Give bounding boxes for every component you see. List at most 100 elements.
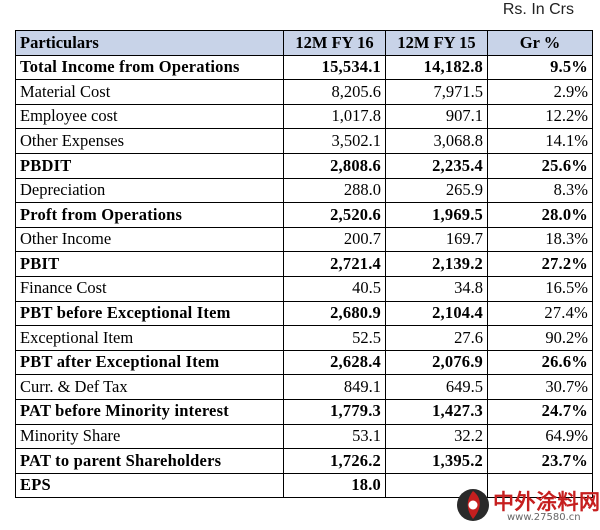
row-label: PBT after Exceptional Item <box>15 349 284 376</box>
cell-fy16: 40.5 <box>283 275 386 302</box>
table-header-row: Particulars 12M FY 16 12M FY 15 Gr % <box>15 30 593 56</box>
cell-fy16: 52.5 <box>283 325 386 351</box>
table-row: Total Income from Operations 15,534.1 14,1… <box>15 54 593 81</box>
cell-growth: 18.3% <box>487 226 593 253</box>
cell-growth: 27.4% <box>487 300 593 327</box>
cell-fy16: 53.1 <box>283 423 386 450</box>
cell-growth: 30.7% <box>487 374 593 400</box>
cell-fy16: 288.0 <box>283 177 386 204</box>
cell-fy15: 169.7 <box>385 226 488 253</box>
cell-growth: 25.6% <box>487 152 593 179</box>
row-label: Depreciation <box>15 177 284 204</box>
table-row: Curr. & Def Tax 849.1 649.5 30.7% <box>15 374 593 400</box>
cell-fy16: 2,808.6 <box>283 152 386 179</box>
table-row: Other Income 200.7 169.7 18.3% <box>15 226 593 253</box>
table-row: PBIT 2,721.4 2,139.2 27.2% <box>15 251 593 277</box>
cell-fy15: 2,139.2 <box>385 251 488 277</box>
cell-growth: 2.9% <box>487 79 593 105</box>
cell-fy16: 200.7 <box>283 226 386 253</box>
table-row: Depreciation 288.0 265.9 8.3% <box>15 177 593 204</box>
row-label: PBT before Exceptional Item <box>15 300 284 327</box>
table-row: Employee cost 1,017.8 907.1 12.2% <box>15 103 593 130</box>
table-row: PBT after Exceptional Item 2,628.4 2,076.9… <box>15 349 593 376</box>
table-row: PBT before Exceptional Item 2,680.9 2,104.… <box>15 300 593 327</box>
cell-fy15: 27.6 <box>385 325 488 351</box>
cell-fy15: 1,969.5 <box>385 202 488 228</box>
row-label: Minority Share <box>15 423 284 450</box>
cell-fy16: 15,534.1 <box>283 54 386 81</box>
cell-fy15: 1,395.2 <box>385 448 488 474</box>
cell-fy16: 3,502.1 <box>283 128 386 154</box>
row-label: Material Cost <box>15 79 284 105</box>
cell-fy15: 2,104.4 <box>385 300 488 327</box>
cell-fy16: 2,628.4 <box>283 349 386 376</box>
row-label: Proft from Operations <box>15 202 284 228</box>
cell-fy15: 7,971.5 <box>385 79 488 105</box>
unit-note: Rs. In Crs <box>502 1 574 18</box>
cell-fy16: 1,017.8 <box>283 103 386 130</box>
cell-fy15: 649.5 <box>385 374 488 400</box>
cell-fy16: 2,721.4 <box>283 251 386 277</box>
cell-fy16: 8,205.6 <box>283 79 386 105</box>
row-label: Total Income from Operations <box>15 54 284 81</box>
cell-growth: 64.9% <box>487 423 593 450</box>
cell-fy15: 907.1 <box>385 103 488 130</box>
site-watermark: 中外涂料网 www.27580.cn <box>455 485 600 529</box>
cell-growth: 12.2% <box>487 103 593 130</box>
cell-fy16: 18.0 <box>283 472 386 499</box>
cell-growth <box>487 472 593 499</box>
column-header-fy16: 12M FY 16 <box>283 30 386 56</box>
cell-growth: 28.0% <box>487 202 593 228</box>
row-label: PBIT <box>15 251 284 277</box>
cell-fy15: 14,182.8 <box>385 54 488 81</box>
cell-fy16: 849.1 <box>283 374 386 400</box>
cell-growth: 26.6% <box>487 349 593 376</box>
row-label: PAT to parent Shareholders <box>15 448 284 474</box>
financial-results-table: Particulars 12M FY 16 12M FY 15 Gr % Tot… <box>15 30 593 499</box>
watermark-url: www.27580.cn <box>507 512 581 523</box>
cell-fy16: 1,779.3 <box>283 398 386 425</box>
row-label: Employee cost <box>15 103 284 130</box>
column-header-growth: Gr % <box>487 30 593 56</box>
row-label: EPS <box>15 472 284 499</box>
cell-growth: 14.1% <box>487 128 593 154</box>
brand-logo-icon <box>457 489 489 521</box>
table-row: PAT before Minority interest 1,779.3 1,427… <box>15 398 593 425</box>
row-label: PBDIT <box>15 152 284 179</box>
cell-fy15: 32.2 <box>385 423 488 450</box>
row-label: PAT before Minority interest <box>15 398 284 425</box>
row-label: Exceptional Item <box>15 325 284 351</box>
row-label: Finance Cost <box>15 275 284 302</box>
cell-growth: 16.5% <box>487 275 593 302</box>
table-row: Finance Cost 40.5 34.8 16.5% <box>15 275 593 302</box>
cell-growth: 24.7% <box>487 398 593 425</box>
column-header-fy15: 12M FY 15 <box>385 30 488 56</box>
row-label: Curr. & Def Tax <box>15 374 284 400</box>
cell-fy15: 265.9 <box>385 177 488 204</box>
table-row: PAT to parent Shareholders 1,726.2 1,395.2… <box>15 448 593 474</box>
cell-fy16: 1,726.2 <box>283 448 386 474</box>
table-row: PBDIT 2,808.6 2,235.4 25.6% <box>15 152 593 179</box>
cell-fy15: 3,068.8 <box>385 128 488 154</box>
cell-fy15: 2,076.9 <box>385 349 488 376</box>
cell-growth: 27.2% <box>487 251 593 277</box>
cell-fy15: 34.8 <box>385 275 488 302</box>
cell-growth: 90.2% <box>487 325 593 351</box>
row-label: Other Expenses <box>15 128 284 154</box>
table-row: Other Expenses 3,502.1 3,068.8 14.1% <box>15 128 593 154</box>
table-row: Proft from Operations 2,520.6 1,969.5 28.0% <box>15 202 593 228</box>
row-label: Other Income <box>15 226 284 253</box>
cell-fy15: 2,235.4 <box>385 152 488 179</box>
table-row: Material Cost 8,205.6 7,971.5 2.9% <box>15 79 593 105</box>
table-row: Minority Share 53.1 32.2 64.9% <box>15 423 593 450</box>
cell-growth: 23.7% <box>487 448 593 474</box>
column-header-particulars: Particulars <box>15 30 284 56</box>
cell-fy16: 2,680.9 <box>283 300 386 327</box>
cell-growth: 9.5% <box>487 54 593 81</box>
cell-fy16: 2,520.6 <box>283 202 386 228</box>
cell-growth: 8.3% <box>487 177 593 204</box>
watermark-site-name: 中外涂料网 <box>493 490 600 514</box>
cell-fy15: 1,427.3 <box>385 398 488 425</box>
table-row: EPS 18.0 <box>15 472 593 499</box>
table-row: Exceptional Item 52.5 27.6 90.2% <box>15 325 593 351</box>
